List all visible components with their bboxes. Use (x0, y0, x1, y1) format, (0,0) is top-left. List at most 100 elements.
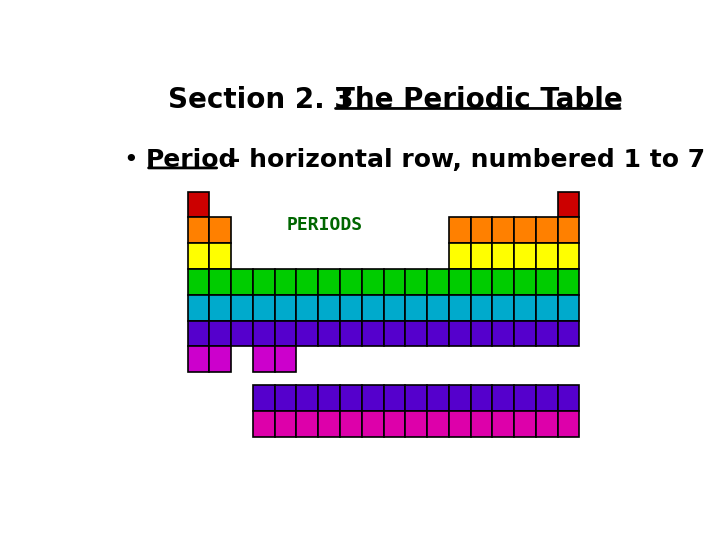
Bar (231, 295, 253, 321)
Bar (471, 411, 492, 436)
Bar (427, 321, 449, 346)
Bar (405, 295, 427, 321)
Bar (557, 321, 580, 346)
Bar (361, 411, 384, 436)
Bar (384, 321, 405, 346)
Bar (253, 269, 275, 295)
Text: Period: Period (145, 148, 237, 172)
Bar (361, 321, 384, 346)
Bar (405, 411, 427, 436)
Bar (297, 411, 318, 436)
Bar (405, 269, 427, 295)
Bar (536, 321, 557, 346)
Bar (210, 346, 231, 372)
Bar (514, 218, 536, 243)
Bar (275, 385, 297, 411)
Bar (340, 321, 361, 346)
Bar (514, 269, 536, 295)
Bar (384, 269, 405, 295)
Bar (557, 243, 580, 269)
Bar (471, 243, 492, 269)
Bar (536, 295, 557, 321)
Bar (275, 346, 297, 372)
Bar (297, 321, 318, 346)
Bar (318, 411, 340, 436)
Bar (449, 295, 471, 321)
Bar (340, 385, 361, 411)
Bar (210, 243, 231, 269)
Bar (492, 411, 514, 436)
Bar (384, 385, 405, 411)
Bar (449, 385, 471, 411)
Bar (449, 269, 471, 295)
Text: The Periodic Table: The Periodic Table (336, 85, 622, 113)
Bar (557, 192, 580, 218)
Bar (536, 269, 557, 295)
Bar (275, 321, 297, 346)
Bar (471, 321, 492, 346)
Bar (231, 321, 253, 346)
Bar (557, 269, 580, 295)
Bar (536, 411, 557, 436)
Bar (492, 218, 514, 243)
Bar (210, 295, 231, 321)
Bar (405, 385, 427, 411)
Bar (514, 295, 536, 321)
Bar (340, 269, 361, 295)
Bar (449, 243, 471, 269)
Bar (492, 321, 514, 346)
Text: PERIODS: PERIODS (287, 216, 362, 234)
Bar (536, 385, 557, 411)
Bar (557, 295, 580, 321)
Bar (188, 218, 210, 243)
Bar (361, 385, 384, 411)
Text: •: • (124, 148, 138, 172)
Bar (210, 218, 231, 243)
Bar (188, 321, 210, 346)
Bar (514, 243, 536, 269)
Bar (514, 411, 536, 436)
Bar (492, 269, 514, 295)
Text: – horizontal row, numbered 1 to 7: – horizontal row, numbered 1 to 7 (220, 148, 706, 172)
Bar (405, 321, 427, 346)
Bar (471, 218, 492, 243)
Bar (188, 192, 210, 218)
Bar (318, 321, 340, 346)
Bar (514, 321, 536, 346)
Bar (318, 295, 340, 321)
Bar (253, 385, 275, 411)
Bar (492, 295, 514, 321)
Bar (210, 321, 231, 346)
Bar (384, 295, 405, 321)
Bar (384, 411, 405, 436)
Bar (557, 385, 580, 411)
Bar (340, 411, 361, 436)
Bar (275, 411, 297, 436)
Bar (275, 295, 297, 321)
Bar (188, 295, 210, 321)
Bar (536, 218, 557, 243)
Bar (427, 385, 449, 411)
Bar (514, 385, 536, 411)
Bar (492, 243, 514, 269)
Bar (557, 411, 580, 436)
Bar (318, 385, 340, 411)
Bar (449, 321, 471, 346)
Bar (318, 269, 340, 295)
Bar (449, 218, 471, 243)
Bar (471, 385, 492, 411)
Text: Section 2. 3: Section 2. 3 (168, 85, 354, 113)
Bar (188, 346, 210, 372)
Bar (188, 243, 210, 269)
Bar (297, 295, 318, 321)
Bar (471, 295, 492, 321)
Bar (340, 295, 361, 321)
Bar (253, 321, 275, 346)
Bar (188, 269, 210, 295)
Bar (471, 269, 492, 295)
Bar (427, 411, 449, 436)
Bar (275, 269, 297, 295)
Bar (449, 411, 471, 436)
Bar (427, 295, 449, 321)
Bar (297, 269, 318, 295)
